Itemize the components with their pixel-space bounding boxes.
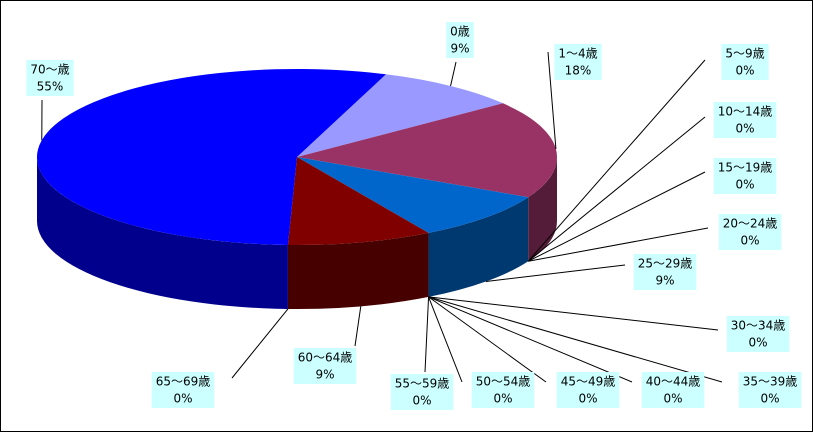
label-box <box>721 44 769 80</box>
value-label: 0% <box>412 394 431 408</box>
value-label: 0% <box>740 234 759 248</box>
leader-line <box>450 61 457 87</box>
value-label: 9% <box>315 368 334 382</box>
pie-slice <box>287 157 429 245</box>
value-label: 0% <box>173 392 192 406</box>
label-box <box>293 348 357 384</box>
label-box <box>641 372 705 408</box>
category-label: 10～14歳 <box>718 105 773 119</box>
value-label: 0% <box>748 336 767 350</box>
pie-side <box>528 157 557 262</box>
label-box <box>26 60 74 96</box>
value-label: 55% <box>37 80 64 94</box>
value-label: 0% <box>493 392 512 406</box>
pie-side <box>287 232 429 309</box>
category-label: 60～64歳 <box>298 351 353 365</box>
label-box <box>738 372 802 408</box>
value-label: 0% <box>735 122 754 136</box>
value-label: 0% <box>578 392 597 406</box>
leader-line <box>528 227 709 262</box>
pie-sides <box>37 157 557 309</box>
pie-slice <box>297 74 503 157</box>
category-label: 55～59歳 <box>395 377 450 391</box>
leader-line <box>354 306 362 347</box>
leader-line <box>231 308 289 379</box>
label-box <box>151 372 215 408</box>
value-label: 0% <box>735 178 754 192</box>
leader-line <box>428 296 633 383</box>
category-label: 70～歳 <box>30 63 69 77</box>
leader-line <box>485 264 626 282</box>
leader-line <box>428 296 723 383</box>
category-label: 35～39歳 <box>743 375 798 389</box>
value-label: 0% <box>663 392 682 406</box>
leader-line <box>424 296 430 373</box>
category-label: 0歳 <box>450 25 470 39</box>
leader-line <box>428 296 719 331</box>
label-box <box>554 44 602 80</box>
value-label: 0% <box>735 64 754 78</box>
category-label: 5～9歳 <box>725 47 764 61</box>
leader-line <box>428 296 463 383</box>
pie-slice <box>297 103 557 198</box>
leader-line <box>547 51 557 150</box>
label-box <box>633 254 697 290</box>
label-box <box>390 374 454 410</box>
pie-side <box>37 157 288 309</box>
label-box <box>713 102 777 138</box>
label-box <box>471 372 535 408</box>
category-label: 25～29歳 <box>638 257 693 271</box>
label-box <box>713 158 777 194</box>
pie-tops <box>36 68 557 245</box>
value-label: 9% <box>655 274 674 288</box>
category-label: 45～49歳 <box>561 375 616 389</box>
category-label: 65～69歳 <box>156 375 211 389</box>
label-box <box>446 22 474 58</box>
label-box <box>556 372 620 408</box>
label-box <box>718 214 782 250</box>
category-label: 1～4歳 <box>558 47 597 61</box>
pie-slice <box>36 68 386 245</box>
leader-line <box>527 59 706 262</box>
category-label: 30～34歳 <box>731 319 786 333</box>
leader-line <box>527 116 706 262</box>
pie-slice <box>297 157 529 233</box>
label-box <box>726 316 790 352</box>
category-label: 20～24歳 <box>723 217 778 231</box>
value-label: 18% <box>565 64 592 78</box>
category-label: 15～19歳 <box>718 161 773 175</box>
data-labels: 0歳 9% 1～4歳 18% 5～9歳 0% 10～14歳 0% 15～19歳 0% 20～24歳 0… <box>26 22 802 410</box>
leader-line <box>528 171 706 262</box>
category-label: 40～44歳 <box>646 375 701 389</box>
category-label: 50～54歳 <box>476 375 531 389</box>
value-label: 0% <box>760 392 779 406</box>
leader-line <box>428 296 547 383</box>
pie-side <box>428 197 529 297</box>
value-label: 9% <box>450 42 469 56</box>
